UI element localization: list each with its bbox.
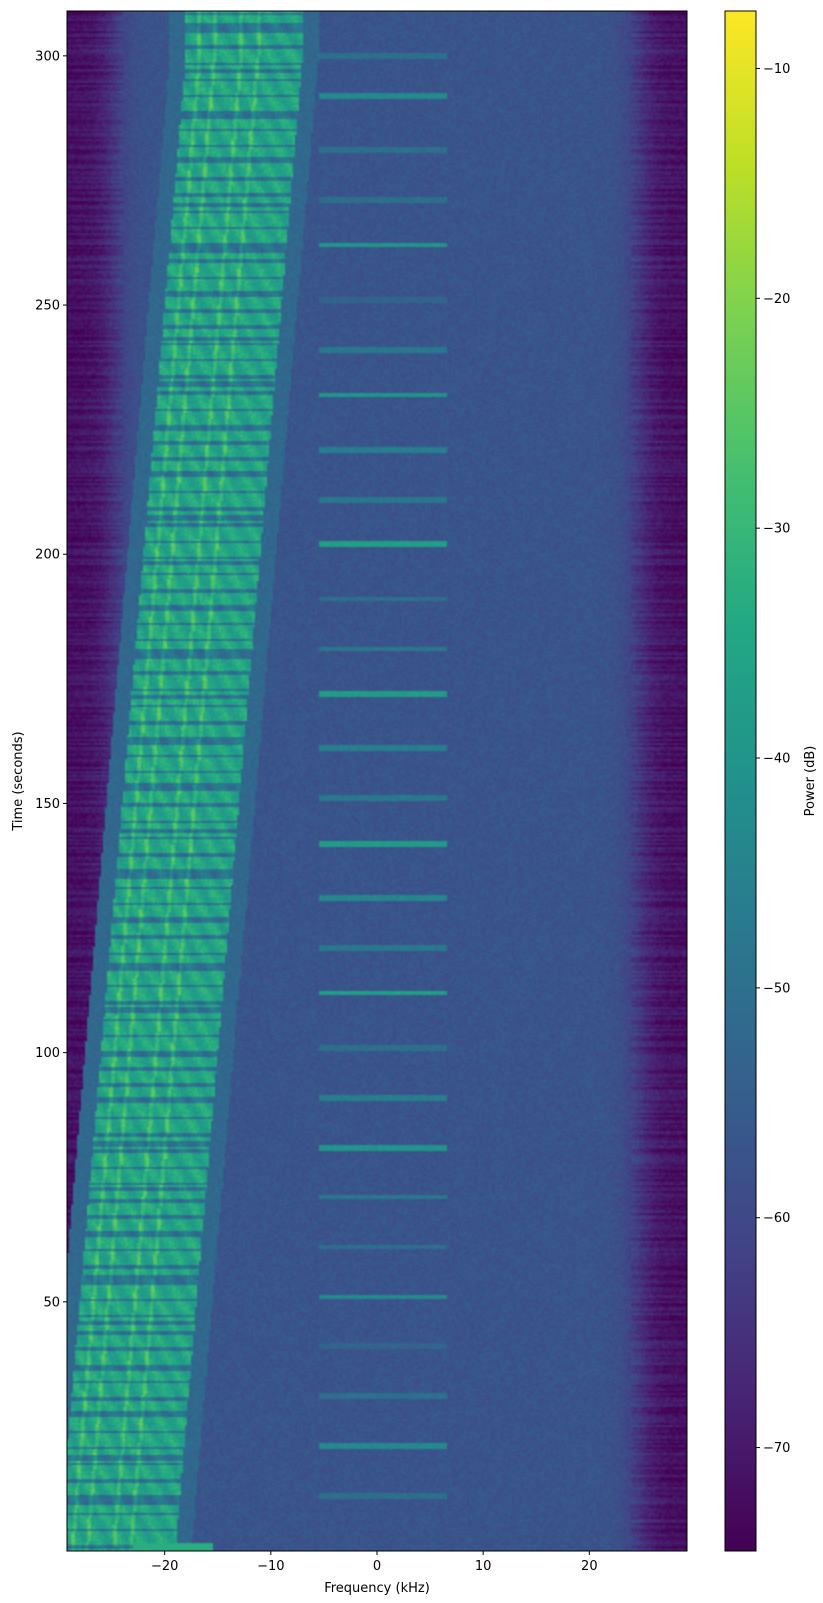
y-tick-label: 300 [35, 49, 60, 64]
y-axis: 50 100 150 200 250 300 [35, 49, 67, 1310]
y-tick-label: 50 [43, 1295, 60, 1310]
x-tick-label: −10 [257, 1559, 284, 1574]
colorbar-tick-label: −20 [763, 292, 790, 307]
y-tick-label: 200 [35, 548, 60, 563]
y-tick-label: 150 [35, 797, 60, 812]
colorbar-tick-label: −70 [763, 1441, 790, 1456]
x-tick-label: 10 [475, 1559, 492, 1574]
y-axis-label: Time (seconds) [11, 731, 26, 831]
x-tick-label: −20 [151, 1559, 178, 1574]
x-axis-label: Frequency (kHz) [324, 1581, 430, 1596]
colorbar: −70 −60 −50 −40 −30 −20 −10 Power (dB) [724, 10, 818, 1552]
x-tick-label: 20 [581, 1559, 598, 1574]
spectrogram-heatmap [67, 11, 687, 1551]
x-axis: −20 −10 0 10 20 [151, 1551, 598, 1574]
y-tick-label: 100 [35, 1046, 60, 1061]
colorbar-tick-label: −40 [763, 752, 790, 767]
x-tick-label: 0 [373, 1559, 381, 1574]
colorbar-tick-label: −60 [763, 1211, 790, 1226]
colorbar-fill [725, 11, 756, 1551]
colorbar-frame [724, 10, 757, 1552]
y-tick-label: 250 [35, 299, 60, 314]
colorbar-label: Power (dB) [803, 746, 818, 817]
colorbar-tick-label: −50 [763, 981, 790, 996]
plot-area [66, 10, 688, 1552]
colorbar-tick-label: −10 [763, 62, 790, 77]
colorbar-ticks: −70 −60 −50 −40 −30 −20 −10 [756, 62, 790, 1456]
colorbar-tick-label: −30 [763, 522, 790, 537]
